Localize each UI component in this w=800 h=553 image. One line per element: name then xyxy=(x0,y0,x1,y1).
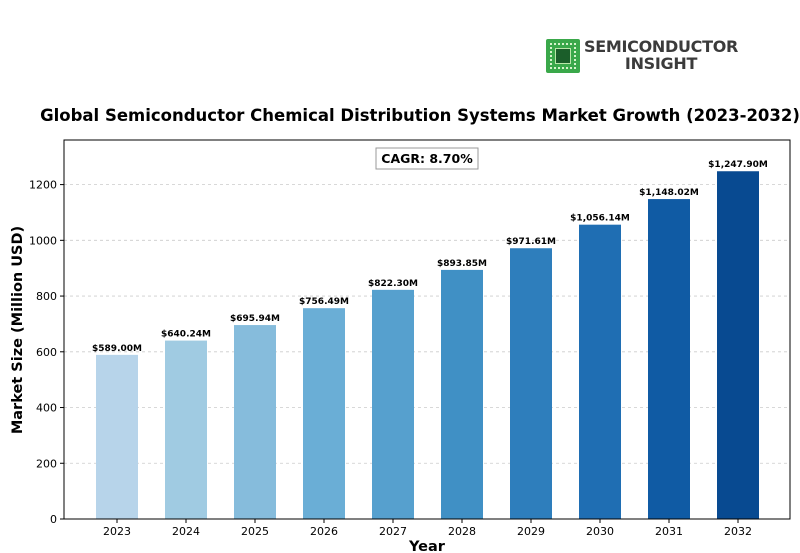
cagr-annotation: CAGR: 8.70% xyxy=(375,147,479,170)
bar xyxy=(510,248,552,519)
bar-value-label: $893.85M xyxy=(437,259,487,269)
chip-icon xyxy=(546,39,580,73)
y-tick-label: 600 xyxy=(36,346,57,359)
bar xyxy=(441,269,483,519)
x-tick-label: 2030 xyxy=(586,525,614,538)
bar-value-label: $971.61M xyxy=(506,237,556,247)
bar xyxy=(648,199,690,519)
cagr-text: CAGR: 8.70% xyxy=(381,151,473,166)
bar xyxy=(96,354,138,519)
x-tick-label: 2024 xyxy=(172,525,200,538)
y-tick-label: 0 xyxy=(50,513,57,526)
x-tick-label: 2031 xyxy=(655,525,683,538)
x-axis-label: Year xyxy=(408,539,446,553)
x-tick-label: 2028 xyxy=(448,525,476,538)
bar-value-label: $640.24M xyxy=(161,330,211,340)
bar-value-label: $589.00M xyxy=(92,344,142,354)
x-axis-ticks: 2023 2024 2025 2026 2027 2028 2029 2030 2031 2032 xyxy=(103,519,752,538)
bar-value-label: $695.94M xyxy=(230,314,280,324)
bar-value-label: $822.30M xyxy=(368,279,418,289)
bar xyxy=(372,289,414,519)
y-tick-label: 800 xyxy=(36,290,57,303)
bar xyxy=(303,308,345,519)
y-tick-label: 1200 xyxy=(29,179,57,192)
logo-line-1: SEMICONDUCTOR xyxy=(584,37,739,56)
bars xyxy=(96,171,759,520)
bar-value-label: $1,148.02M xyxy=(639,188,699,198)
chart-title: Global Semiconductor Chemical Distributi… xyxy=(40,106,800,125)
y-axis-ticks: 0 200 400 600 800 1000 1200 xyxy=(29,179,64,526)
x-tick-label: 2032 xyxy=(724,525,752,538)
x-tick-label: 2027 xyxy=(379,525,407,538)
semiconductor-insight-logo: SEMICONDUCTOR INSIGHT xyxy=(546,38,746,74)
bar xyxy=(165,340,207,519)
y-tick-label: 1000 xyxy=(29,234,57,247)
y-tick-label: 200 xyxy=(36,457,57,470)
x-tick-label: 2023 xyxy=(103,525,131,538)
bar-value-label: $756.49M xyxy=(299,297,349,307)
bar xyxy=(234,325,276,519)
logo-text: SEMICONDUCTOR INSIGHT xyxy=(584,38,738,72)
x-tick-label: 2026 xyxy=(310,525,338,538)
y-axis-label: Market Size (Million USD) xyxy=(10,226,26,434)
bar-value-labels: $589.00M $640.24M $695.94M $756.49M $822.30M… xyxy=(92,160,768,354)
plot-frame xyxy=(63,139,791,520)
bar-value-label: $1,247.90M xyxy=(708,160,768,170)
bar xyxy=(579,224,621,519)
x-tick-label: 2025 xyxy=(241,525,269,538)
y-tick-label: 400 xyxy=(36,402,57,415)
logo-line-2: INSIGHT xyxy=(624,54,698,73)
x-tick-label: 2029 xyxy=(517,525,545,538)
bar-value-label: $1,056.14M xyxy=(570,214,630,224)
bar xyxy=(717,171,759,520)
